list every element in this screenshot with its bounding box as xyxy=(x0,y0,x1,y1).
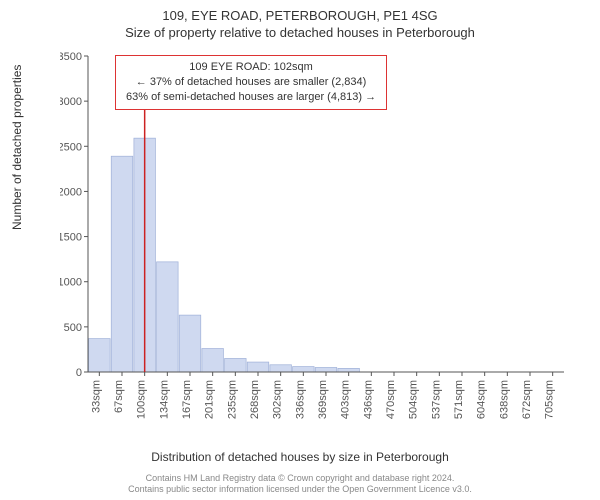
attribution-footer: Contains HM Land Registry data © Crown c… xyxy=(0,473,600,496)
svg-text:167sqm: 167sqm xyxy=(181,380,193,419)
svg-text:1000: 1000 xyxy=(60,277,82,289)
svg-text:504sqm: 504sqm xyxy=(408,380,420,419)
svg-text:1500: 1500 xyxy=(60,232,82,244)
svg-text:705sqm: 705sqm xyxy=(544,380,556,419)
svg-text:537sqm: 537sqm xyxy=(430,380,442,419)
callout-line-3: 63% of semi-detached houses are larger (… xyxy=(126,90,376,105)
svg-text:403sqm: 403sqm xyxy=(340,380,352,419)
svg-text:0: 0 xyxy=(76,367,82,379)
svg-text:369sqm: 369sqm xyxy=(317,380,329,419)
footer-line-1: Contains HM Land Registry data © Crown c… xyxy=(0,473,600,485)
svg-text:571sqm: 571sqm xyxy=(453,380,465,419)
y-axis-label: Number of detached properties xyxy=(10,65,24,230)
x-axis-label: Distribution of detached houses by size … xyxy=(0,450,600,464)
svg-text:436sqm: 436sqm xyxy=(362,380,374,419)
svg-text:100sqm: 100sqm xyxy=(136,380,148,419)
svg-text:2000: 2000 xyxy=(60,186,82,198)
svg-text:2500: 2500 xyxy=(60,141,82,153)
svg-text:33sqm: 33sqm xyxy=(90,380,102,413)
svg-text:638sqm: 638sqm xyxy=(498,380,510,419)
svg-text:500: 500 xyxy=(64,322,82,334)
svg-text:67sqm: 67sqm xyxy=(113,380,125,413)
svg-text:302sqm: 302sqm xyxy=(272,380,284,419)
chart-header: 109, EYE ROAD, PETERBOROUGH, PE1 4SG Siz… xyxy=(0,0,600,40)
svg-text:604sqm: 604sqm xyxy=(476,380,488,419)
footer-line-2: Contains public sector information licen… xyxy=(0,484,600,496)
svg-text:672sqm: 672sqm xyxy=(521,380,533,419)
callout-line-1: 109 EYE ROAD: 102sqm xyxy=(126,60,376,75)
callout-line-2: ← 37% of detached houses are smaller (2,… xyxy=(126,75,376,90)
svg-text:201sqm: 201sqm xyxy=(204,380,216,419)
subtitle: Size of property relative to detached ho… xyxy=(0,25,600,40)
svg-text:3500: 3500 xyxy=(60,51,82,63)
svg-text:470sqm: 470sqm xyxy=(385,380,397,419)
svg-text:336sqm: 336sqm xyxy=(294,380,306,419)
callout-box: 109 EYE ROAD: 102sqm ← 37% of detached h… xyxy=(115,55,387,110)
address-title: 109, EYE ROAD, PETERBOROUGH, PE1 4SG xyxy=(0,8,600,23)
svg-text:3000: 3000 xyxy=(60,96,82,108)
svg-text:235sqm: 235sqm xyxy=(226,380,238,419)
svg-text:134sqm: 134sqm xyxy=(158,380,170,419)
svg-text:268sqm: 268sqm xyxy=(249,380,261,419)
